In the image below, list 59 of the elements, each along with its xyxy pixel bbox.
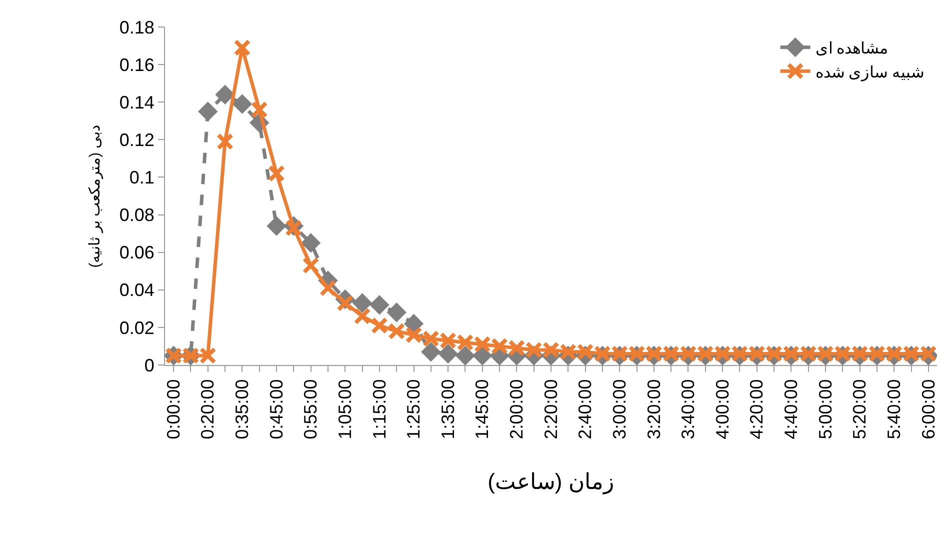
y-tick-label: 0 — [144, 355, 154, 376]
point — [216, 85, 234, 104]
point — [267, 216, 286, 236]
x-tick-label: 0:20:00 — [198, 379, 218, 440]
x-axis-title: زمان (ساعت) — [488, 469, 614, 496]
x-tick-label: 3:20:00 — [644, 379, 664, 440]
legend-label: شبیه سازی شده — [815, 64, 924, 82]
x-tick-label: 1:05:00 — [334, 379, 355, 440]
point — [370, 317, 388, 334]
point — [302, 256, 320, 274]
point — [387, 302, 406, 322]
y-tick-label: 0.02 — [119, 318, 154, 338]
x-tick-label: 0:45:00 — [266, 379, 286, 440]
x-tick-label: 5:40:00 — [884, 379, 904, 440]
point — [319, 280, 336, 297]
point — [354, 308, 371, 325]
x-tick-label: 1:35:00 — [438, 379, 458, 440]
x-tick-label: 1:15:00 — [369, 379, 390, 440]
point — [404, 314, 424, 334]
x-tick-label: 4:20:00 — [746, 379, 767, 440]
y-tick-label: 0.1 — [129, 168, 154, 188]
point — [198, 102, 218, 121]
x-tick-label: 3:00:00 — [609, 379, 630, 440]
point — [216, 133, 234, 150]
y-tick-label: 0.18 — [119, 17, 154, 38]
point — [456, 346, 475, 365]
point — [472, 346, 492, 365]
x-tick-label: 0:35:00 — [232, 379, 252, 440]
x-tick-label: 2:00:00 — [506, 379, 527, 440]
point — [421, 342, 440, 362]
point — [370, 295, 389, 314]
x-tick-label: 0:00:00 — [163, 379, 184, 440]
point — [232, 94, 252, 114]
x-tick-label: 1:45:00 — [472, 379, 492, 440]
x-tick-label: 2:20:00 — [540, 379, 561, 440]
y-tick-label: 0.04 — [119, 280, 154, 300]
x-tick-label: 0:55:00 — [300, 379, 321, 440]
point — [268, 164, 286, 182]
point — [250, 101, 268, 118]
x-tick-label: 3:40:00 — [678, 379, 698, 440]
point — [352, 294, 372, 312]
point — [234, 39, 251, 56]
x-tick-label: 6:00:00 — [918, 379, 938, 440]
x-tick-label: 2:40:00 — [575, 379, 596, 440]
x-tick-label: 5:20:00 — [850, 379, 870, 440]
x-tick-label: 5:00:00 — [815, 379, 836, 440]
y-tick-label: 0.08 — [119, 205, 154, 226]
point — [438, 344, 458, 364]
point — [336, 294, 354, 312]
y-axis-title: دبی (مترمکعب بر ثانیه) — [86, 124, 104, 268]
y-tick-label: 0.12 — [119, 130, 154, 150]
y-tick-label: 0.14 — [119, 92, 154, 112]
x-tick-label: 1:25:00 — [404, 379, 424, 440]
point — [301, 233, 320, 252]
x-tick-label: 4:40:00 — [781, 379, 802, 440]
x-tick-label: 4:00:00 — [712, 379, 732, 440]
legend-label: مشاهده ای — [815, 40, 889, 58]
y-tick-label: 0.06 — [119, 242, 154, 263]
y-tick-label: 0.16 — [119, 54, 154, 75]
